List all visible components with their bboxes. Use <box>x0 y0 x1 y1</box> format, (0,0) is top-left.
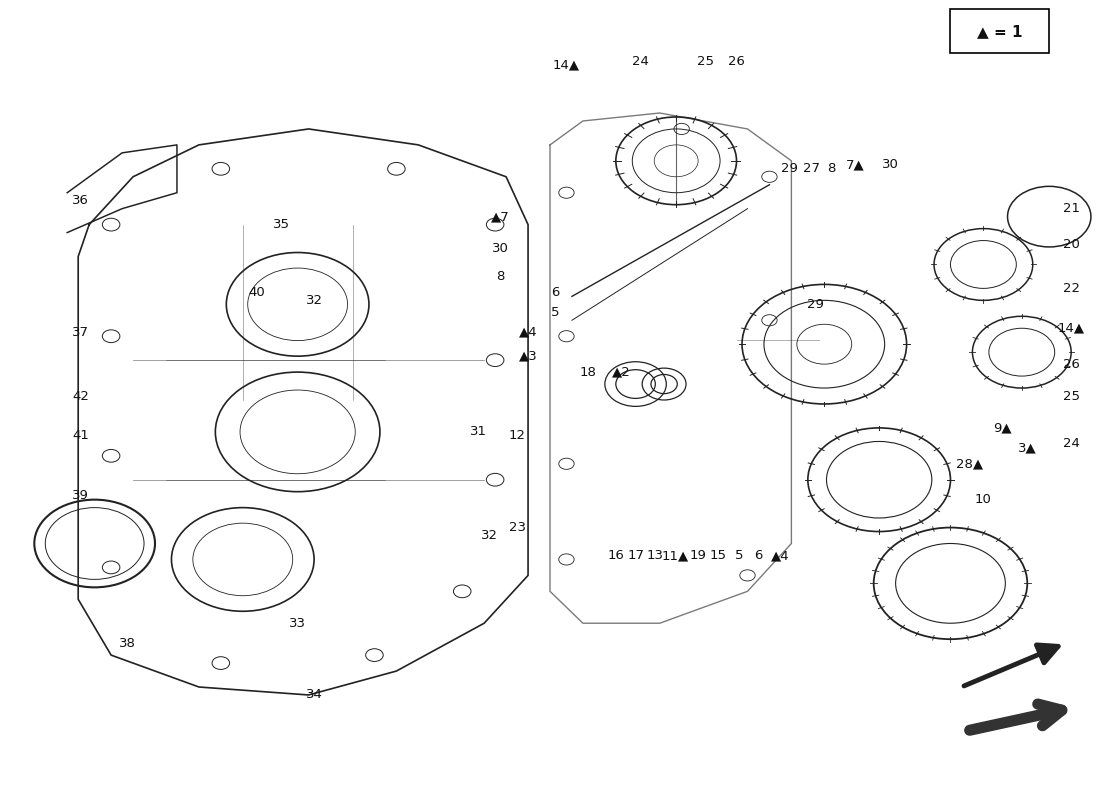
Text: 8: 8 <box>827 162 835 175</box>
Text: 42: 42 <box>72 390 89 402</box>
Text: 6: 6 <box>551 286 560 299</box>
Text: 33: 33 <box>289 617 306 630</box>
Text: 29: 29 <box>781 162 798 175</box>
Text: 23: 23 <box>508 521 526 534</box>
Text: 32: 32 <box>481 529 498 542</box>
Text: 11▲: 11▲ <box>661 549 689 562</box>
Text: 17: 17 <box>627 549 645 562</box>
Text: 34: 34 <box>306 689 322 702</box>
Text: 8: 8 <box>496 270 505 283</box>
Text: 31: 31 <box>470 426 487 438</box>
Text: 32: 32 <box>306 294 322 307</box>
Text: 25: 25 <box>697 54 714 68</box>
Text: 13: 13 <box>647 549 663 562</box>
Text: 14▲: 14▲ <box>553 58 580 72</box>
Text: 19: 19 <box>690 549 706 562</box>
Text: ▲7: ▲7 <box>492 210 510 223</box>
Text: 20: 20 <box>1063 238 1079 251</box>
Text: 5: 5 <box>735 549 743 562</box>
Text: 40: 40 <box>249 286 265 299</box>
Text: ▲ = 1: ▲ = 1 <box>977 24 1023 38</box>
Text: 38: 38 <box>119 637 136 650</box>
Text: 12: 12 <box>508 430 526 442</box>
Text: 26: 26 <box>728 54 745 68</box>
Text: 10: 10 <box>975 493 992 506</box>
Text: ▲4: ▲4 <box>519 326 538 338</box>
Text: ▲2: ▲2 <box>612 366 630 378</box>
Text: 30: 30 <box>492 242 509 255</box>
Text: 26: 26 <box>1063 358 1079 370</box>
Text: 39: 39 <box>72 489 89 502</box>
Text: 15: 15 <box>710 549 726 562</box>
Bar <box>950 10 1049 54</box>
Text: 24: 24 <box>631 54 648 68</box>
Text: 37: 37 <box>72 326 89 338</box>
Text: 41: 41 <box>72 430 89 442</box>
Text: 24: 24 <box>1063 438 1079 450</box>
Text: 22: 22 <box>1063 282 1080 295</box>
Text: 6: 6 <box>755 549 762 562</box>
Text: 3▲: 3▲ <box>1018 442 1036 454</box>
Text: ▲4: ▲4 <box>771 549 790 562</box>
Text: 7▲: 7▲ <box>846 158 865 171</box>
Text: 5: 5 <box>551 306 560 319</box>
Text: 16: 16 <box>607 549 625 562</box>
Text: 14▲: 14▲ <box>1057 322 1085 334</box>
Text: 27: 27 <box>803 162 820 175</box>
Text: 21: 21 <box>1063 202 1080 215</box>
Text: 30: 30 <box>882 158 899 171</box>
Text: 35: 35 <box>273 218 289 231</box>
Text: 28▲: 28▲ <box>956 458 982 470</box>
Text: 29: 29 <box>807 298 824 311</box>
Text: 18: 18 <box>580 366 597 378</box>
Text: 36: 36 <box>72 194 89 207</box>
Text: 25: 25 <box>1063 390 1080 402</box>
Text: 9▲: 9▲ <box>992 422 1011 434</box>
Text: ▲3: ▲3 <box>519 350 538 362</box>
